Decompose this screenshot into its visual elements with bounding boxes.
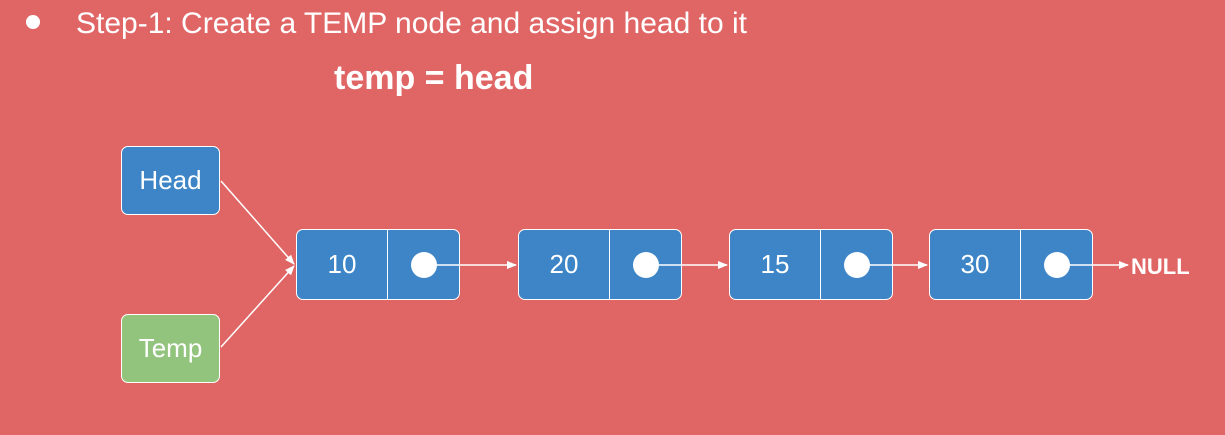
head-to-node-arrow	[220, 180, 295, 265]
temp-pointer-box: Temp	[121, 314, 220, 383]
node-value: 15	[730, 230, 821, 299]
node-value: 30	[930, 230, 1021, 299]
bullet-dot-icon	[26, 15, 40, 29]
head-pointer-box: Head	[121, 146, 220, 215]
null-label: NULL	[1131, 254, 1190, 279]
node-value: 10	[297, 230, 388, 299]
code-statement: temp = head	[334, 59, 534, 97]
node-value: 20	[519, 230, 610, 299]
head-label: Head	[139, 165, 202, 195]
list-node-3: 15	[729, 229, 893, 300]
step-bullet: Step-1: Create a TEMP node and assign he…	[26, 6, 747, 42]
step-text: Step-1: Create a TEMP node and assign he…	[76, 7, 747, 40]
temp-label: Temp	[138, 333, 203, 363]
temp-to-node-arrow	[220, 265, 295, 348]
